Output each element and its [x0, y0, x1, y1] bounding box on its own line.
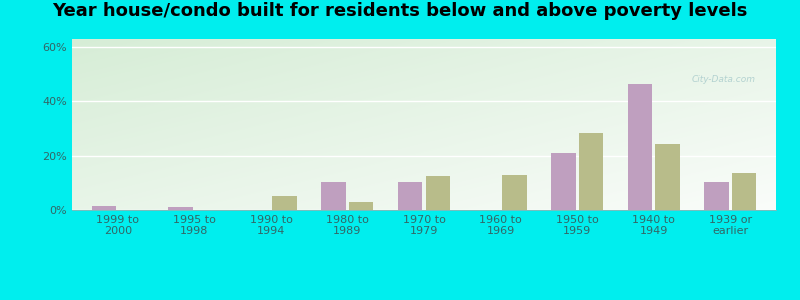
Bar: [551, 153, 575, 210]
Bar: [349, 202, 374, 210]
Bar: [169, 207, 193, 210]
Bar: [704, 182, 729, 210]
Bar: [398, 182, 422, 210]
Bar: [273, 196, 297, 210]
Bar: [502, 175, 526, 210]
Text: Year house/condo built for residents below and above poverty levels: Year house/condo built for residents bel…: [52, 2, 748, 20]
Bar: [92, 206, 116, 210]
Bar: [426, 176, 450, 210]
Bar: [732, 173, 756, 210]
Bar: [655, 143, 679, 210]
Bar: [578, 133, 603, 210]
Bar: [627, 84, 652, 210]
Text: City-Data.com: City-Data.com: [692, 75, 756, 84]
Bar: [322, 182, 346, 210]
